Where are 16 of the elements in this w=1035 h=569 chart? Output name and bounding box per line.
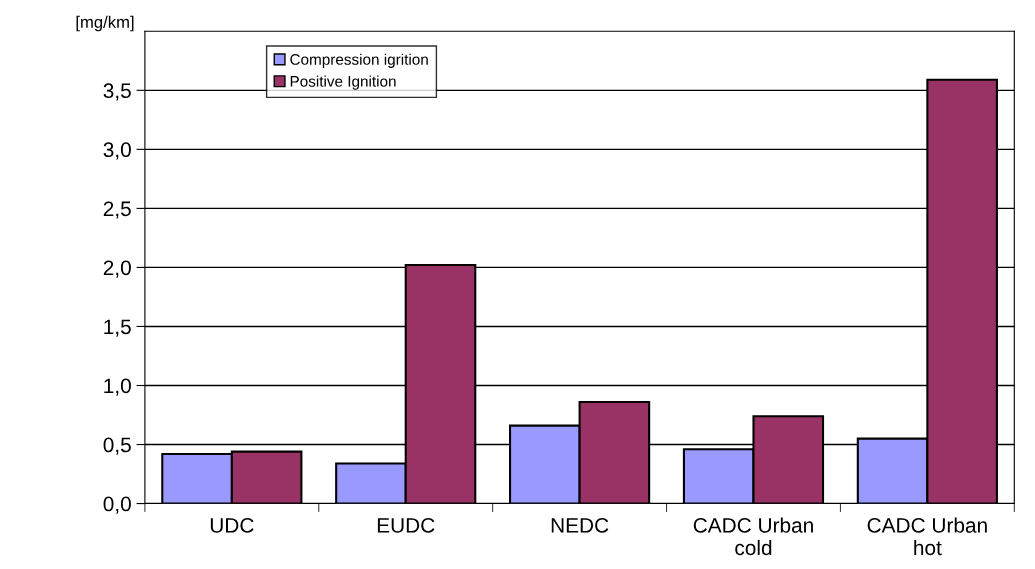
x-tick-label: UDC — [210, 518, 254, 533]
x-tick-label: NEDC — [551, 518, 609, 533]
y-tick-label: 2,0 — [103, 260, 131, 278]
y-axis-title: [mg/km] — [76, 15, 134, 32]
y-tick-label: 1,0 — [104, 378, 131, 396]
legend-label: Compression igrition — [290, 53, 428, 68]
y-tick-label: 3,0 — [103, 142, 131, 160]
x-tick-label: EUDC — [377, 518, 435, 533]
y-tick-label: 2,5 — [103, 201, 131, 219]
x-tick-label: CADC Urban hot — [867, 517, 987, 556]
x-tick-label: CADC Urban cold — [693, 517, 813, 556]
y-tick-label: 3,5 — [103, 83, 131, 101]
legend-label: Positive Ignition — [290, 75, 396, 90]
y-tick-label: 1,5 — [104, 319, 131, 337]
y-tick-label: 0,0 — [103, 496, 131, 514]
y-tick-label: 0,5 — [103, 437, 131, 455]
